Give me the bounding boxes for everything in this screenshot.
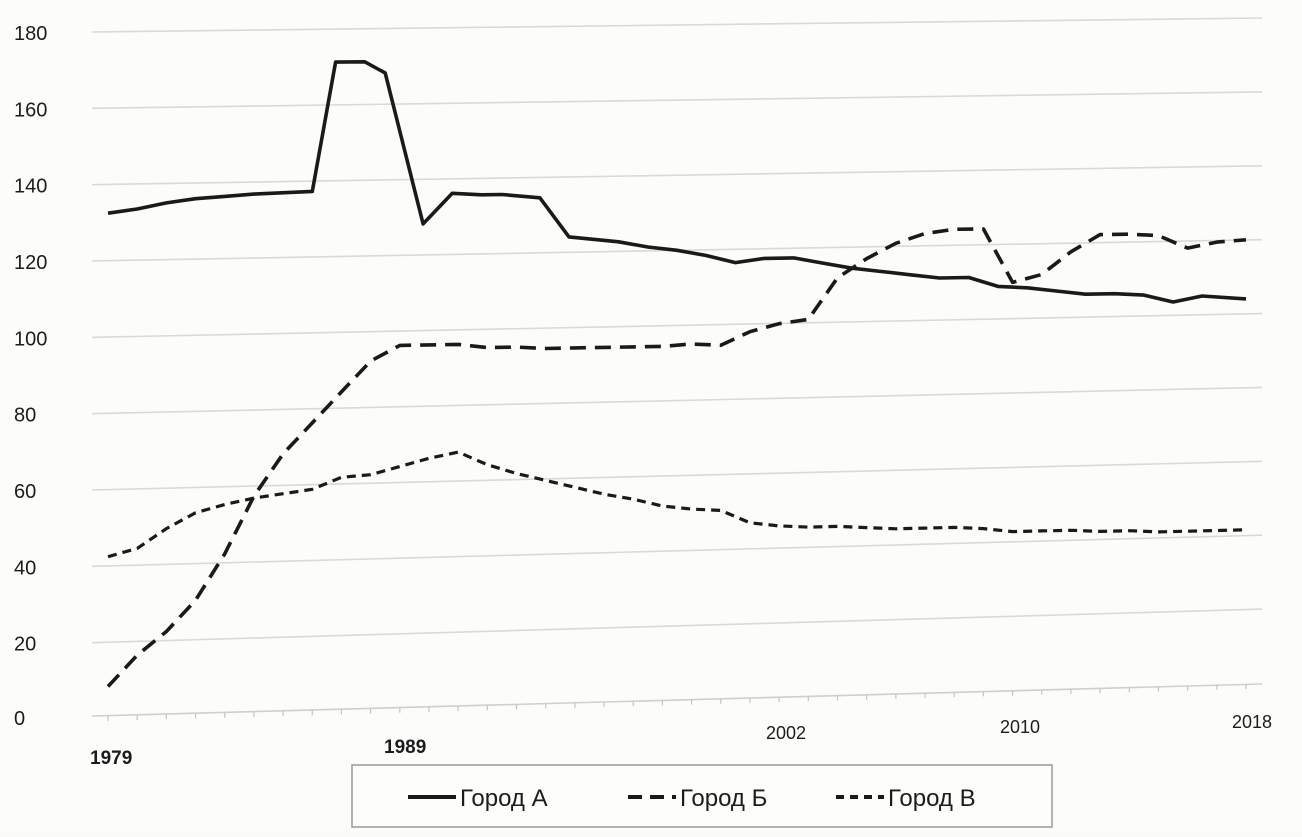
gridline-180	[91, 17, 1263, 33]
y-tick-label-0: 0	[14, 708, 25, 730]
gridline-20	[91, 608, 1263, 644]
gridline-60	[91, 460, 1263, 491]
y-tick-label-40: 40	[14, 557, 36, 579]
y-tick-label-160: 160	[14, 99, 47, 121]
x-axis-line	[91, 683, 1263, 717]
series-line-city-c	[107, 450, 1247, 559]
x-axis	[91, 683, 1263, 721]
legend: Город А Город Б Город В	[351, 764, 1053, 828]
y-tick-label-180: 180	[14, 23, 47, 45]
gridlines	[91, 17, 1263, 644]
gridline-160	[91, 91, 1263, 110]
legend-label-city-a: Город А	[460, 785, 548, 812]
gridline-140	[91, 164, 1263, 186]
y-tick-label-100: 100	[14, 328, 47, 350]
x-tick-label-1979: 1979	[90, 748, 132, 769]
gridline-80	[91, 386, 1263, 415]
series-lines	[106, 60, 1247, 688]
legend-box	[351, 764, 1053, 828]
y-tick-label-140: 140	[14, 176, 47, 198]
gridline-100	[91, 312, 1263, 339]
x-tick-label-1989: 1989	[384, 737, 426, 758]
gridline-40	[91, 534, 1263, 568]
legend-label-city-b: Город Б	[680, 785, 767, 812]
series-line-city-b	[106, 227, 1247, 688]
y-tick-label-120: 120	[14, 252, 47, 274]
y-tick-label-60: 60	[14, 481, 36, 503]
y-tick-label-80: 80	[14, 405, 36, 427]
legend-label-city-c: Город В	[888, 785, 976, 812]
y-tick-label-20: 20	[14, 634, 36, 656]
series-line-city-a	[107, 60, 1247, 304]
x-tick-label-2018: 2018	[1232, 712, 1272, 732]
x-axis-tick-labels: 1979 1989 2002 2010 2018	[90, 712, 1272, 769]
x-tick-label-2010: 2010	[1000, 717, 1040, 737]
y-axis-tick-labels: 0 20 40 60 80 100 120 140 160 180	[14, 23, 47, 730]
x-tick-label-2002: 2002	[766, 723, 806, 743]
